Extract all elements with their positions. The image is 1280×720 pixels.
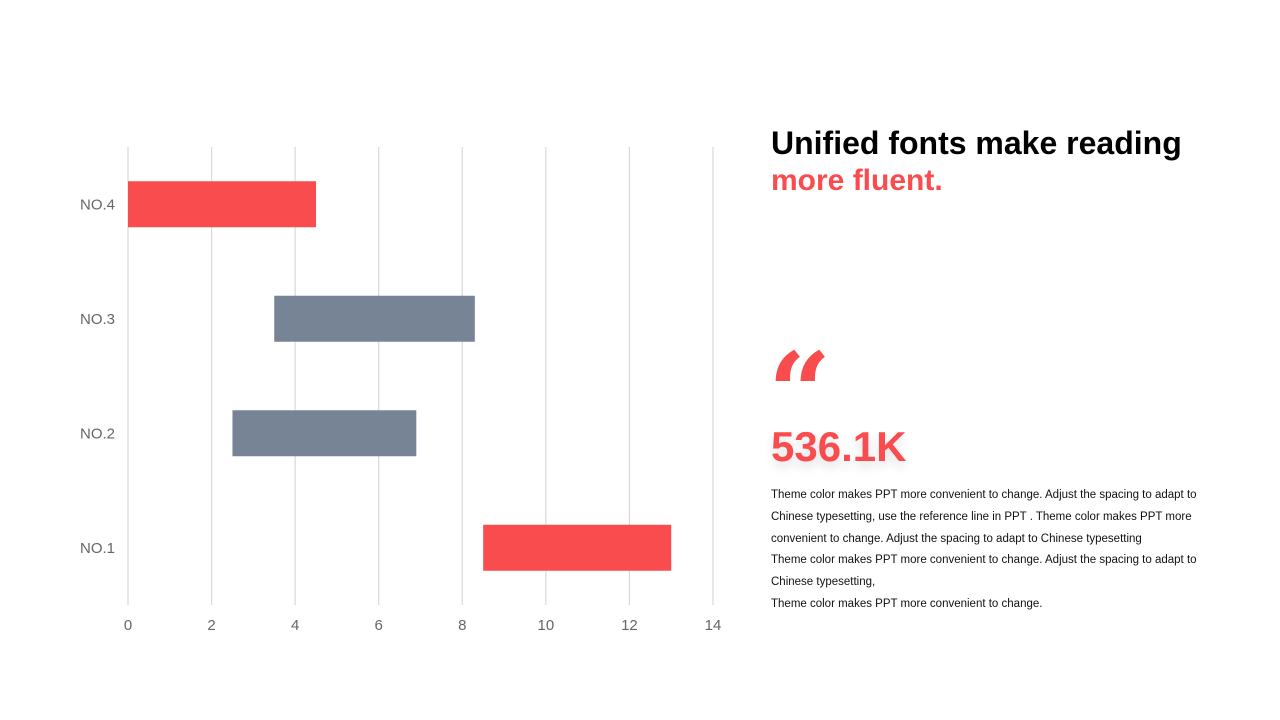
stat-value: 536.1K [771, 423, 907, 470]
y-category-label-no3: NO.3 [80, 311, 115, 328]
bar-no2 [232, 410, 417, 457]
headline: Unified fonts make reading more fluent. [771, 124, 1251, 200]
body-paragraph-2: Theme color makes PPT more convenient to… [771, 554, 1197, 589]
quote-icon: “ [768, 328, 831, 457]
y-category-label-no2: NO.2 [80, 425, 115, 442]
bar-no3 [274, 295, 475, 342]
y-axis-categories: NO.1 NO.2 NO.3 NO.4 [80, 196, 115, 557]
x-tick-label-6: 6 [375, 617, 383, 634]
x-tick-label-2: 2 [207, 617, 215, 634]
x-axis-ticks: 0 2 4 6 8 10 12 14 [124, 617, 722, 634]
bar-no4 [128, 181, 317, 228]
headline-line-2: more fluent. [771, 164, 943, 197]
chart-bars [128, 181, 672, 571]
x-tick-label-4: 4 [291, 617, 299, 634]
gantt-bar-chart: 0 2 4 6 8 10 12 14 NO.1 NO.2 NO.3 NO.4 [80, 147, 722, 634]
bar-no1 [483, 524, 672, 571]
x-tick-label-8: 8 [458, 617, 466, 634]
x-tick-label-10: 10 [538, 617, 555, 634]
x-tick-label-0: 0 [124, 617, 132, 634]
body-text: Theme color makes PPT more convenient to… [771, 485, 1211, 616]
body-paragraph-1: Theme color makes PPT more convenient to… [771, 489, 1197, 545]
x-tick-label-14: 14 [705, 617, 722, 634]
headline-line-1: Unified fonts make reading [771, 125, 1182, 161]
y-category-label-no4: NO.4 [80, 196, 115, 213]
y-category-label-no1: NO.1 [80, 540, 115, 557]
body-paragraph-3: Theme color makes PPT more convenient to… [771, 597, 1043, 610]
x-tick-label-12: 12 [621, 617, 638, 634]
